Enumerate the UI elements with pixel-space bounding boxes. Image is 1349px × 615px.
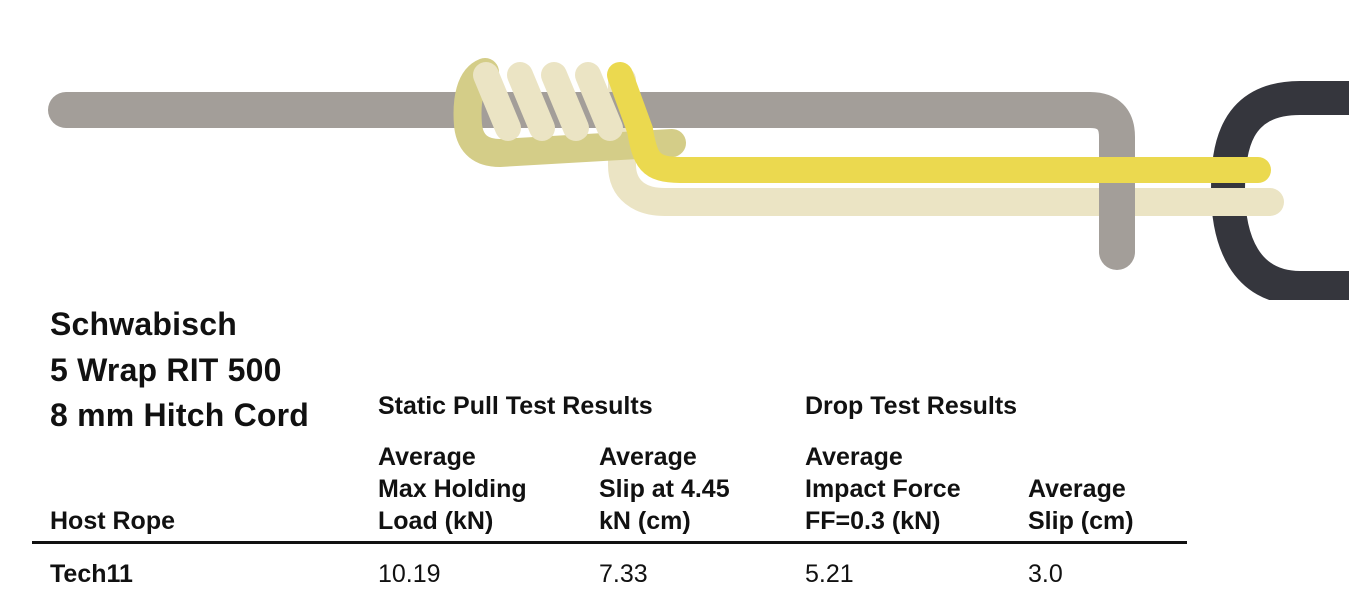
slip-drop-cell: 3.0 (1028, 560, 1063, 588)
max-holding-load-cell: 10.19 (378, 560, 441, 588)
host-rope (48, 92, 1135, 270)
slip-static-cell: 7.33 (599, 560, 648, 588)
group-header-static: Static Pull Test Results (378, 392, 653, 420)
hitch-wrap (507, 62, 555, 141)
table-header-divider (32, 541, 1187, 544)
diagram-title-line-3: 8 mm Hitch Cord (50, 397, 310, 433)
hitch-wrap (541, 62, 589, 141)
hitch-wrap (575, 62, 623, 141)
group-header-drop: Drop Test Results (805, 392, 1018, 420)
column-header-slip-static: Average Slip at 4.45 kN (cm) (599, 443, 730, 535)
diagram-title-line-2: 5 Wrap RIT 500 (50, 352, 282, 388)
column-header-host-rope: Host Rope (50, 507, 175, 535)
hitch-cord-tail-light (608, 66, 1284, 216)
hitch-diagram (48, 58, 1349, 300)
column-header-max-holding-load: Average Max Holding Load (kN) (378, 443, 527, 535)
host-rope-cell: Tech11 (50, 560, 133, 588)
hitch-wrap (473, 62, 521, 141)
diagram-title-line-1: Schwabisch (50, 306, 237, 342)
column-header-slip-drop: Average Slip (cm) (1028, 475, 1134, 535)
impact-force-cell: 5.21 (805, 560, 854, 588)
column-header-impact-force: Average Impact Force FF=0.3 (kN) (805, 443, 961, 535)
hitch-cord-base (453, 58, 686, 168)
hitch-cord-tail-yellow (607, 62, 1271, 183)
